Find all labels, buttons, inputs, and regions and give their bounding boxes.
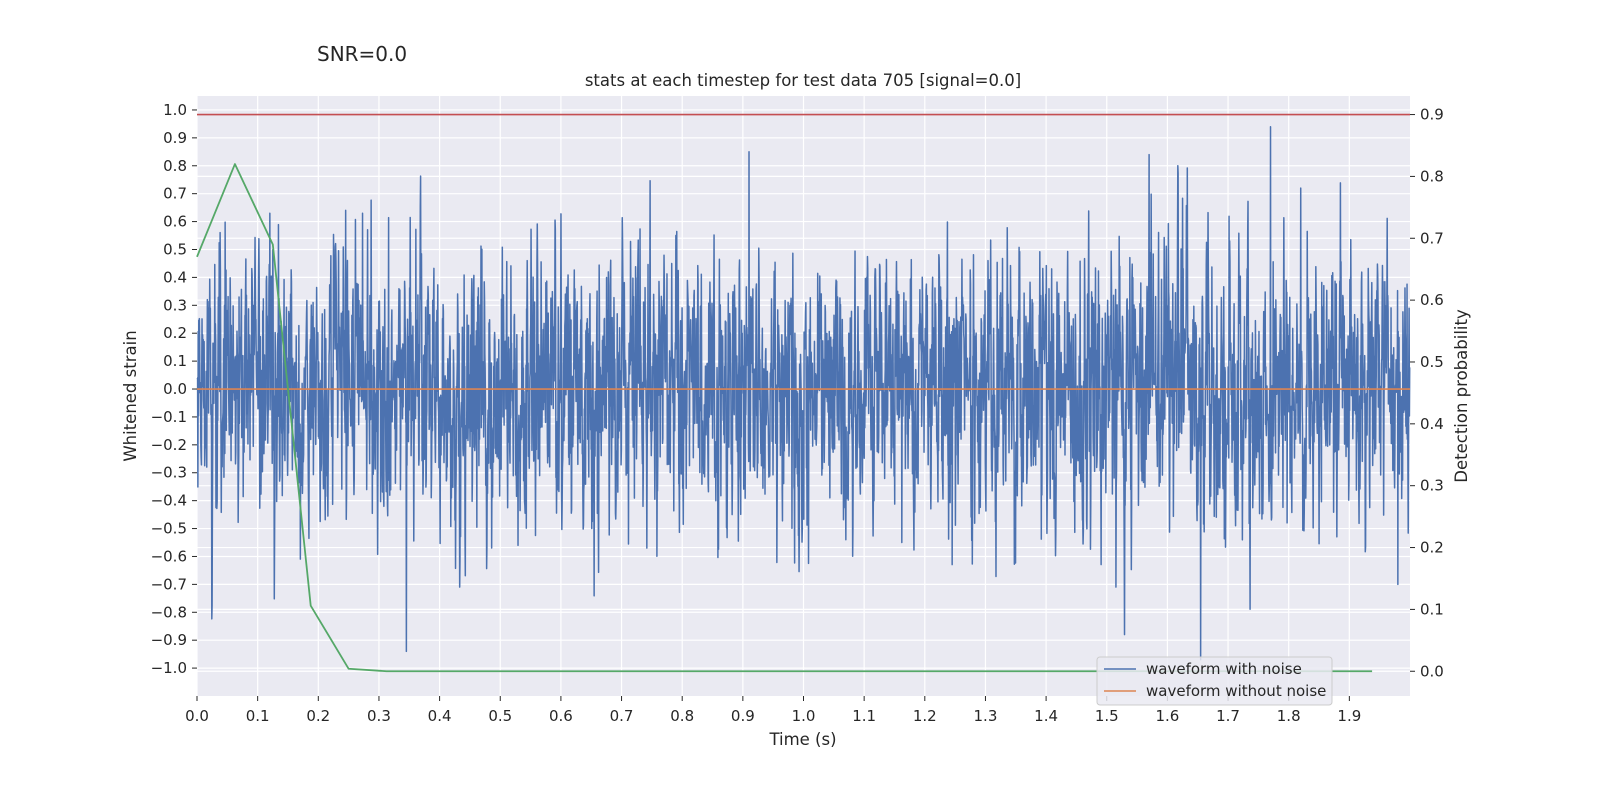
y-tick-label-right: 0.1 <box>1420 600 1444 618</box>
y-tick-label-left: 0.0 <box>163 380 187 398</box>
legend-label-noisy: waveform with noise <box>1146 660 1302 678</box>
x-tick-label: 1.1 <box>852 707 876 725</box>
y-tick-label-left: −0.4 <box>151 492 187 510</box>
y-tick-label-left: 0.5 <box>163 240 187 258</box>
x-tick-label: 0.0 <box>185 707 209 725</box>
x-tick-label: 1.2 <box>913 707 937 725</box>
y-axis-label-right: Detection probability <box>1452 309 1471 483</box>
legend-box <box>1096 656 1333 706</box>
y-tick-label-right: 0.9 <box>1420 106 1444 124</box>
y-tick-label-left: −0.8 <box>151 603 187 621</box>
x-tick-label: 0.9 <box>731 707 755 725</box>
x-tick-label: 0.3 <box>367 707 391 725</box>
y-tick-label-left: 1.0 <box>163 101 187 119</box>
y-tick-label-left: 0.1 <box>163 352 187 370</box>
y-tick-label-right: 0.0 <box>1420 662 1444 680</box>
y-tick-label-left: −0.6 <box>151 547 187 565</box>
y-tick-label-left: −1.0 <box>151 659 187 677</box>
y-tick-label-right: 0.2 <box>1420 539 1444 557</box>
y-tick-label-left: −0.2 <box>151 436 187 454</box>
x-tick-label: 1.0 <box>792 707 816 725</box>
series-layer <box>196 113 1411 673</box>
y-tick-label-left: −0.7 <box>151 575 187 593</box>
y-tick-label-right: 0.4 <box>1420 415 1444 433</box>
x-tick-label: 1.5 <box>1095 707 1119 725</box>
x-axis-label: Time (s) <box>768 730 836 749</box>
x-tick-label: 1.8 <box>1277 707 1301 725</box>
y-tick-label-left: 0.3 <box>163 296 187 314</box>
chart-title: stats at each timestep for test data 705… <box>585 71 1021 90</box>
y-tick-label-right: 0.7 <box>1420 229 1444 247</box>
legend-label-clean: waveform without noise <box>1146 682 1326 700</box>
x-tick-label: 0.6 <box>549 707 573 725</box>
y-tick-label-left: −0.3 <box>151 464 187 482</box>
series-detection-probability <box>196 163 1373 673</box>
y-tick-label-right: 0.5 <box>1420 353 1444 371</box>
y-tick-label-right: 0.6 <box>1420 291 1444 309</box>
y-tick-label-left: 0.2 <box>163 324 187 342</box>
x-tick-label: 0.1 <box>246 707 270 725</box>
y-axis-label-left: Whitened strain <box>121 330 140 461</box>
x-tick-label: 0.8 <box>670 707 694 725</box>
y-tick-label-left: 0.8 <box>163 157 187 175</box>
x-axis: 0.0 0.1 0.2 0.3 0.4 0.5 0.6 0.7 0.8 0.9 1.0 1.1 1.2 1… <box>185 696 1361 725</box>
x-tick-label: 1.6 <box>1155 707 1179 725</box>
right-y-axis: 0.9 0.8 0.7 0.6 0.5 0.4 0.3 0.2 0.1 0.0 <box>1410 106 1444 680</box>
x-tick-label: 0.4 <box>428 707 452 725</box>
suptitle: SNR=0.0 <box>317 42 407 66</box>
left-y-axis: 1.0 0.9 0.8 0.7 0.6 0.5 0.4 0.3 0.2 0.1 0.0 −0.1 −0.… <box>151 101 197 677</box>
x-tick-label: 0.2 <box>306 707 330 725</box>
x-tick-label: 1.7 <box>1216 707 1240 725</box>
y-tick-label-right: 0.3 <box>1420 477 1444 495</box>
x-tick-label: 1.4 <box>1034 707 1058 725</box>
y-tick-label-left: −0.9 <box>151 631 187 649</box>
y-tick-label-left: 0.9 <box>163 129 187 147</box>
y-tick-label-left: 0.7 <box>163 185 187 203</box>
x-tick-label: 1.9 <box>1337 707 1361 725</box>
legend: waveform with noise waveform without noi… <box>1096 656 1333 706</box>
y-tick-label-left: −0.5 <box>151 520 187 538</box>
x-tick-label: 0.7 <box>610 707 634 725</box>
y-tick-label-left: 0.4 <box>163 268 187 286</box>
x-tick-label: 1.3 <box>974 707 998 725</box>
y-tick-label-left: −0.1 <box>151 408 187 426</box>
y-tick-label-right: 0.8 <box>1420 167 1444 185</box>
x-tick-label: 0.5 <box>488 707 512 725</box>
y-tick-label-left: 0.6 <box>163 213 187 231</box>
series-waveform-with-noise <box>196 125 1411 661</box>
